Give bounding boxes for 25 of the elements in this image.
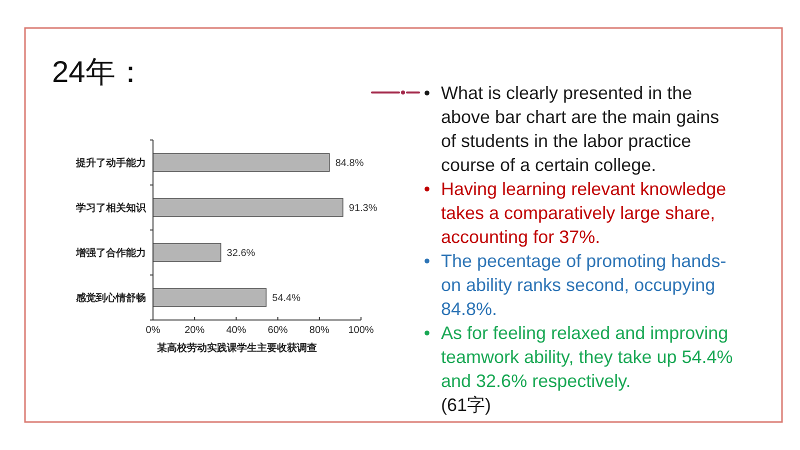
bar — [152, 153, 330, 172]
bar — [152, 288, 267, 307]
data-label: 32.6% — [226, 248, 256, 259]
y-tick-label: 感觉到心情舒畅 — [75, 292, 146, 304]
text: What is clearly presented in the above bar chart are the main gains of students in the labor practice course of a certain college. — [441, 83, 720, 175]
y-tick-label: 学习了相关知识 — [76, 202, 147, 214]
text: Having learning relevant knowledge takes a comparatively large share, accounting for 37%. — [441, 179, 726, 247]
data-label: 91.3% — [348, 203, 378, 214]
y-tick-label: 提升了动手能力 — [75, 157, 146, 169]
x-tick-label: 80% — [309, 325, 330, 336]
text: The pecentage of promoting hands-on ability ranks second, occupying 84.8%. — [441, 251, 726, 319]
text: As for feeling relaxed and improving teamwork ability, they take up 54.4% and 32.6% respectively. — [441, 323, 733, 391]
data-label: 84.8% — [335, 158, 364, 169]
bar — [152, 198, 344, 217]
data-label: 54.4% — [272, 293, 301, 304]
x-tick-label: 100% — [348, 325, 374, 336]
bar — [152, 243, 222, 262]
x-tick-label: 20% — [184, 325, 205, 336]
x-tick-label: 60% — [268, 325, 288, 336]
x-axis-title: 某高校劳动实践课学生主要收获调查 — [156, 342, 317, 354]
x-tick-label: 0% — [146, 325, 160, 336]
x-tick-label: 40% — [226, 325, 246, 336]
text: (61字) — [441, 395, 492, 415]
chart-title: 24年： — [52, 56, 146, 89]
y-tick-label: 增强了合作能力 — [75, 247, 146, 259]
